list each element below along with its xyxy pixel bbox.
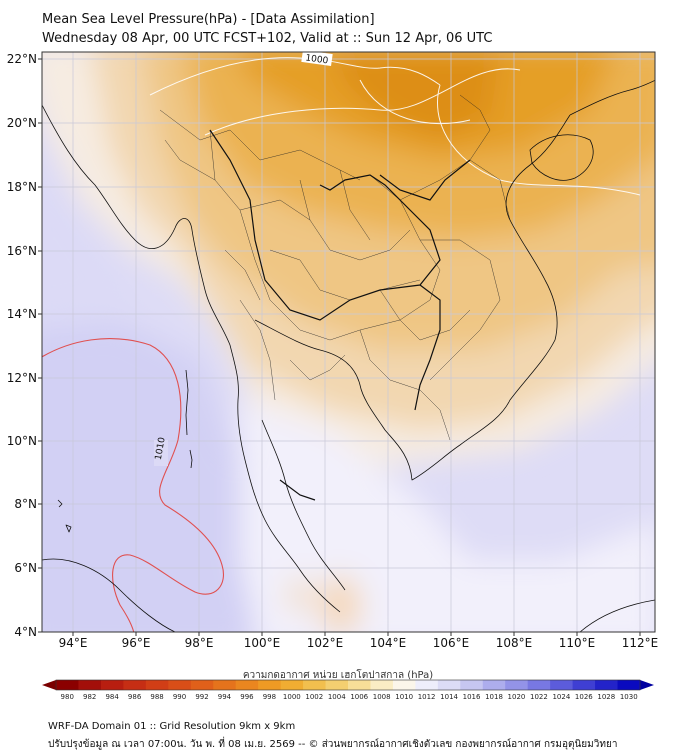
colorbar-segment	[595, 680, 619, 690]
colorbar-segment	[280, 680, 304, 690]
colorbar-segment	[460, 680, 484, 690]
lat-axis: 22°N 20°N 18°N 16°N 14°N 12°N 10°N 8°N 6°N 4°N	[7, 52, 42, 639]
lat-tick-label: 12°N	[7, 371, 37, 385]
colorbar-segment	[235, 680, 259, 690]
lon-tick-label: 98°E	[185, 636, 214, 650]
colorbar-tick-label: 982	[83, 693, 96, 701]
graticule	[42, 52, 655, 632]
colorbar-tick-label: 1018	[485, 693, 503, 701]
lon-tick-label: 112°E	[622, 636, 659, 650]
colorbar-tick-label: 992	[195, 693, 208, 701]
colorbar-segment	[123, 680, 147, 690]
colorbar-segment	[392, 680, 416, 690]
lat-tick-label: 18°N	[7, 180, 37, 194]
colorbar-segment	[258, 680, 282, 690]
colorbar-segment	[415, 680, 439, 690]
colorbar-segment	[527, 680, 551, 690]
lat-tick-label: 22°N	[7, 52, 37, 66]
footer-credit: ปรับปรุงข้อมูล ณ เวลา 07:00น. วัน พ. ที่…	[48, 739, 618, 750]
coastlines	[42, 79, 655, 632]
colorbar-tick-label: 990	[173, 693, 186, 701]
colorbar-tick-label: 1000	[283, 693, 301, 701]
colorbar-segment	[100, 680, 124, 690]
colorbar-tick-label: 1012	[418, 693, 436, 701]
colorbar-segment	[325, 680, 349, 690]
lon-tick-label: 100°E	[244, 636, 281, 650]
colorbar-tick-label: 1016	[463, 693, 481, 701]
colorbar-tick-label: 1026	[575, 693, 593, 701]
colorbar-tick-label: 1014	[440, 693, 458, 701]
svg-text:1010: 1010	[154, 436, 168, 461]
colorbar-low-arrow	[42, 680, 56, 690]
lon-tick-label: 110°E	[559, 636, 596, 650]
colorbar-tick-label: 1006	[350, 693, 368, 701]
lat-tick-label: 8°N	[14, 497, 37, 511]
colorbar-segment	[190, 680, 214, 690]
lat-tick-label: 16°N	[7, 244, 37, 258]
colorbar-segment	[348, 680, 371, 690]
country-borders	[209, 129, 471, 501]
lat-tick-label: 10°N	[7, 434, 37, 448]
colorbar-segment	[550, 680, 574, 690]
colorbar-segment	[617, 680, 641, 690]
admin-borders	[159, 94, 511, 441]
colorbar: 980 982 984 986 988 990 992 994 996 998 1000 1002 10…	[42, 679, 654, 701]
colorbar-segment	[482, 680, 506, 690]
isobar-label-1000: 1000	[301, 52, 333, 67]
lon-tick-label: 108°E	[496, 636, 533, 650]
colorbar-tick-label: 1028	[597, 693, 615, 701]
lon-tick-label: 94°E	[59, 636, 88, 650]
colorbar-tick-label: 1008	[373, 693, 391, 701]
footer-model-info: WRF-DA Domain 01 :: Grid Resolution 9km …	[48, 721, 296, 732]
pressure-field	[42, 52, 655, 632]
colorbar-segment	[572, 680, 596, 690]
colorbar-tick-label: 1010	[395, 693, 413, 701]
colorbar-tick-label: 988	[150, 693, 163, 701]
isobar-label-1010: 1010	[154, 436, 168, 466]
colorbar-tick-label: 1022	[530, 693, 548, 701]
colorbar-tick-label: 984	[105, 693, 119, 701]
svg-text:1000: 1000	[305, 53, 329, 66]
lat-tick-label: 20°N	[7, 116, 37, 130]
colorbar-tick-label: 998	[263, 693, 276, 701]
colorbar-title: ความกดอากาศ หน่วย เฮกโตปาสกาล (hPa)	[242, 670, 434, 681]
lon-tick-label: 106°E	[433, 636, 470, 650]
colorbar-tick-label: 986	[128, 693, 142, 701]
colorbar-segment	[437, 680, 461, 690]
colorbar-tick-label: 1004	[328, 693, 346, 701]
colorbar-segment	[303, 680, 327, 690]
colorbar-tick-label: 1002	[305, 693, 323, 701]
colorbar-segment	[56, 680, 79, 690]
colorbar-high-arrow	[640, 680, 654, 690]
colorbar-segment	[168, 680, 192, 690]
colorbar-tick-label: 1030	[620, 693, 638, 701]
isobar-1010	[42, 338, 224, 632]
colorbar-tick-label: 1020	[508, 693, 526, 701]
map-subtitle: Wednesday 08 Apr, 00 UTC FCST+102, Valid…	[42, 31, 493, 46]
lon-axis: 94°E 96°E 98°E 100°E 102°E 104°E 106°E 108°E 110…	[59, 632, 659, 650]
lon-tick-label: 104°E	[370, 636, 407, 650]
colorbar-segment	[505, 680, 529, 690]
map-title: Mean Sea Level Pressure(hPa) - [Data Ass…	[42, 12, 375, 27]
lat-tick-label: 6°N	[14, 561, 37, 575]
plot-frame	[41, 51, 656, 633]
lon-tick-label: 96°E	[122, 636, 151, 650]
colorbar-tick-label: 980	[61, 693, 74, 701]
colorbar-segment	[213, 680, 237, 690]
colorbar-segment	[145, 680, 169, 690]
plot-area: 1000 1010	[42, 52, 655, 632]
colorbar-tick-label: 1024	[552, 693, 570, 701]
colorbar-tick-label: 996	[240, 693, 254, 701]
colorbar-segment	[370, 680, 394, 690]
lat-tick-label: 4°N	[14, 625, 37, 639]
colorbar-segment	[78, 680, 102, 690]
lat-tick-label: 14°N	[7, 307, 37, 321]
lon-tick-label: 102°E	[307, 636, 344, 650]
colorbar-tick-label: 994	[218, 693, 232, 701]
